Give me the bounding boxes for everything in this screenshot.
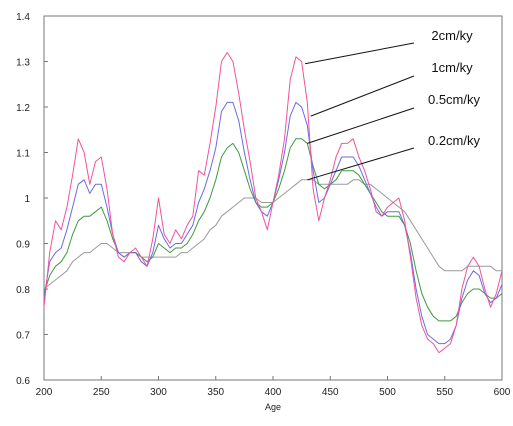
annotation-leader xyxy=(310,75,415,117)
annotation-leader xyxy=(304,42,415,65)
y-tick-label: 1.3 xyxy=(16,58,30,69)
y-tick-label: 1.4 xyxy=(16,12,30,23)
y-tick-label: 1.1 xyxy=(16,149,30,160)
y-axis: 0.6 0.7 0.8 0.9 1 1.1 1.2 1.3 1.4 xyxy=(16,12,48,387)
y-tick-label: 1.2 xyxy=(16,103,30,114)
series-line-2cm xyxy=(43,51,503,354)
x-tick-label: 250 xyxy=(93,387,110,398)
y-tick-label: 0.9 xyxy=(16,240,30,251)
x-tick-label: 550 xyxy=(436,387,453,398)
x-tick-label: 400 xyxy=(265,387,282,398)
annotation-label: 0.5cm/ky xyxy=(428,92,481,107)
y-tick-label: 1 xyxy=(24,194,30,205)
annotation-label: 0.2cm/ky xyxy=(428,133,481,148)
annotation-leader xyxy=(307,147,415,181)
x-axis: 200 250 300 350 400 450 500 550 600 xyxy=(36,376,511,398)
y-tick-label: 0.6 xyxy=(16,376,30,387)
x-tick-label: 350 xyxy=(207,387,224,398)
y-tick-label: 0.8 xyxy=(16,285,30,296)
x-tick-label: 300 xyxy=(150,387,167,398)
plot-area xyxy=(43,15,503,381)
x-axis-label: Age xyxy=(265,402,281,412)
y-tick-label: 0.7 xyxy=(16,331,30,342)
series-layer xyxy=(43,51,503,354)
x-tick-label: 500 xyxy=(379,387,396,398)
x-tick-label: 600 xyxy=(494,387,511,398)
annotation-label: 2cm/ky xyxy=(431,28,473,43)
annotation-leader xyxy=(307,107,415,144)
annotation-layer: 2cm/ky 1cm/ky 0.5cm/ky 0.2cm/ky xyxy=(304,28,481,181)
annotation-label: 1cm/ky xyxy=(431,60,473,75)
x-tick-label: 450 xyxy=(322,387,339,398)
x-tick-label: 200 xyxy=(36,387,53,398)
